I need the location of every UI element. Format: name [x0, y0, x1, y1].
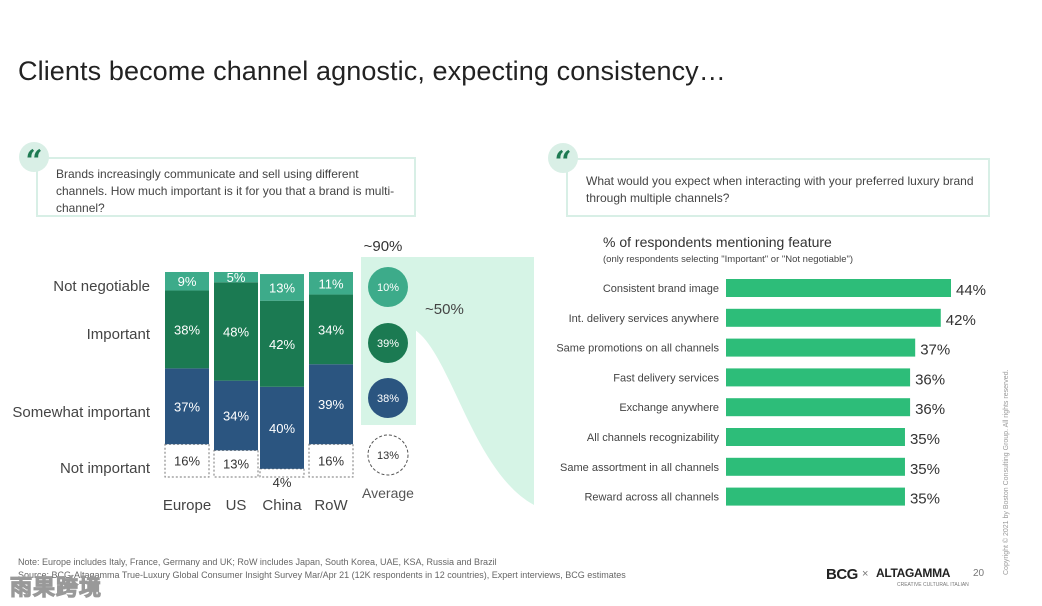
feature-bar-6	[726, 457, 905, 476]
average-label-important: 39%	[377, 338, 399, 350]
source-note: Source: BCG-Altagamma True-Luxury Global…	[18, 570, 626, 580]
average-circle-somewhat-important	[368, 378, 408, 418]
bar-row-not-negotiable	[309, 272, 353, 295]
label-europe-not-negotiable: 9%	[178, 274, 197, 289]
label-europe-somewhat-important: 37%	[174, 399, 200, 414]
feature-label-6: Same assortment in all channels	[560, 462, 719, 474]
average-total-label: ~90%	[364, 238, 403, 255]
label-row-somewhat-important: 39%	[318, 397, 344, 412]
page-title: Clients become channel agnostic, expecti…	[18, 56, 726, 86]
feature-value-5: 35%	[910, 431, 940, 448]
footnote: Note: Europe includes Italy, France, Ger…	[18, 557, 497, 567]
average-label-not-important: 13%	[377, 450, 399, 462]
feature-label-5: All channels recognizability	[587, 432, 720, 444]
feature-value-3: 36%	[915, 371, 945, 388]
bar-us-not-important	[213, 449, 259, 478]
average-label-somewhat-important: 38%	[377, 393, 399, 405]
chart-subtitle: (only respondents selecting "Important" …	[603, 254, 853, 265]
feature-label-7: Reward across all channels	[584, 492, 719, 504]
category-label-row: RoW	[314, 497, 348, 514]
left-question-text: Brands increasingly communicate and sell…	[56, 167, 395, 215]
bar-row-somewhat-important	[309, 364, 353, 445]
feature-label-1: Int. delivery services anywhere	[569, 313, 719, 325]
label-china-important: 42%	[269, 337, 295, 352]
feature-bar-2	[726, 338, 916, 357]
bar-europe-not-negotiable	[165, 272, 209, 291]
right-question-box: What would you expect when interacting w…	[566, 158, 990, 217]
page-number: 20	[973, 568, 985, 579]
label-europe-important: 38%	[174, 322, 200, 337]
bar-us-somewhat-important	[214, 380, 258, 451]
bar-us-not-negotiable	[214, 272, 258, 283]
feature-bar-0	[726, 279, 951, 297]
bar-europe-somewhat-important	[165, 368, 209, 445]
label-europe-not-important: 16%	[174, 454, 200, 469]
bar-row-not-important	[308, 443, 354, 478]
copyright-text: Copyright © 2021 by Boston Consulting Gr…	[1003, 369, 1010, 575]
bar-china-not-negotiable	[260, 274, 304, 301]
bar-china-somewhat-important	[260, 386, 304, 469]
label-row-not-negotiable: 11%	[318, 276, 343, 291]
row-label-not-important: Not important	[60, 460, 151, 477]
category-label-europe: Europe	[163, 497, 211, 514]
right-question-text: What would you expect when interacting w…	[586, 174, 974, 205]
feature-bar-3	[726, 368, 911, 387]
feature-bar-4	[726, 398, 911, 417]
row-label-important: Important	[87, 326, 151, 343]
label-china-not-important: 4%	[273, 475, 292, 490]
bar-europe-not-important	[164, 443, 210, 478]
category-label-us: US	[226, 497, 247, 514]
feature-bar-7	[726, 487, 905, 506]
right-quote-icon: “	[548, 143, 578, 180]
row-label-not-negotiable: Not negotiable	[53, 278, 150, 295]
left-question-box: Brands increasingly communicate and sell…	[36, 157, 416, 217]
feature-value-7: 35%	[910, 491, 940, 508]
label-us-not-negotiable: 5%	[227, 270, 246, 285]
average-label-not-negotiable: 10%	[377, 282, 399, 294]
bcg-logo: BCG	[826, 566, 858, 583]
altagamma-logo: ALTAGAMMA	[876, 566, 951, 580]
funnel-label: ~50%	[425, 301, 464, 318]
feature-value-0: 44%	[956, 282, 986, 299]
logo-separator: ×	[862, 568, 869, 580]
label-row-important: 34%	[318, 322, 344, 337]
feature-bar-1	[726, 308, 941, 327]
bar-row-important	[309, 294, 353, 365]
category-label-china: China	[262, 497, 302, 514]
feature-value-4: 36%	[915, 401, 945, 418]
feature-label-3: Fast delivery services	[613, 372, 719, 384]
feature-label-0: Consistent brand image	[603, 283, 719, 295]
feature-bar-chart: % of respondents mentioning feature (only…	[556, 234, 986, 508]
average-circle-not-negotiable	[368, 267, 408, 307]
bar-us-important	[214, 282, 258, 381]
feature-value-6: 35%	[910, 461, 940, 478]
bar-europe-important	[165, 290, 209, 369]
label-us-important: 48%	[223, 324, 249, 339]
row-label-somewhat-important: Somewhat important	[12, 404, 150, 421]
feature-label-4: Exchange anywhere	[619, 402, 719, 414]
label-us-not-important: 13%	[223, 457, 249, 472]
altagamma-tagline: CREATIVE CULTURAL ITALIAN	[897, 582, 969, 588]
label-china-not-negotiable: 13%	[269, 280, 295, 295]
feature-bar-5	[726, 428, 905, 446]
stacked-importance-chart: ~50% Not important Somewhat important Impor…	[12, 238, 534, 514]
feature-value-2: 37%	[920, 342, 950, 359]
bar-china-important	[260, 300, 304, 387]
chart-title: % of respondents mentioning feature	[603, 234, 832, 250]
watermark: 雨果跨境	[9, 575, 103, 601]
label-row-not-important: 16%	[318, 454, 344, 469]
label-china-somewhat-important: 40%	[269, 421, 295, 436]
average-circle-not-important	[367, 434, 409, 476]
feature-label-2: Same promotions on all channels	[556, 343, 719, 355]
label-us-somewhat-important: 34%	[223, 409, 249, 424]
left-quote-icon: “	[19, 142, 49, 179]
feature-value-1: 42%	[946, 312, 976, 329]
average-circle-important	[368, 323, 408, 363]
funnel-shape	[410, 257, 534, 505]
average-label: Average	[362, 485, 414, 501]
